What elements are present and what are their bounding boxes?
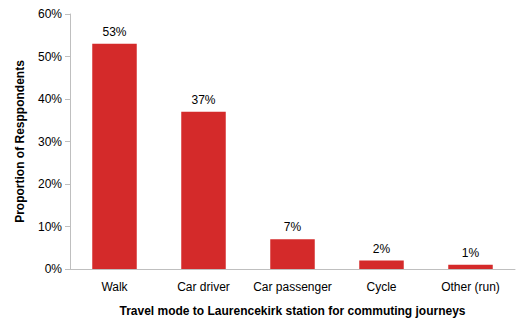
svg-text:2%: 2% <box>373 242 391 256</box>
svg-text:7%: 7% <box>284 220 302 234</box>
svg-text:30%: 30% <box>38 135 62 149</box>
svg-text:10%: 10% <box>38 220 62 234</box>
svg-text:Car passenger: Car passenger <box>253 280 332 294</box>
svg-text:0%: 0% <box>45 262 63 276</box>
svg-text:1%: 1% <box>462 246 480 260</box>
svg-text:Other (run): Other (run) <box>441 280 500 294</box>
svg-text:60%: 60% <box>38 7 62 21</box>
svg-text:20%: 20% <box>38 177 62 191</box>
svg-text:Cycle: Cycle <box>366 280 396 294</box>
svg-text:Walk: Walk <box>101 280 128 294</box>
svg-text:Travel mode to Laurencekirk st: Travel mode to Laurencekirk station for … <box>119 304 465 318</box>
svg-text:50%: 50% <box>38 50 62 64</box>
svg-text:40%: 40% <box>38 92 62 106</box>
svg-text:Car driver: Car driver <box>177 280 230 294</box>
svg-text:53%: 53% <box>102 25 126 39</box>
svg-text:37%: 37% <box>191 93 215 107</box>
svg-text:Proportion of Resppondents: Proportion of Resppondents <box>13 60 27 223</box>
